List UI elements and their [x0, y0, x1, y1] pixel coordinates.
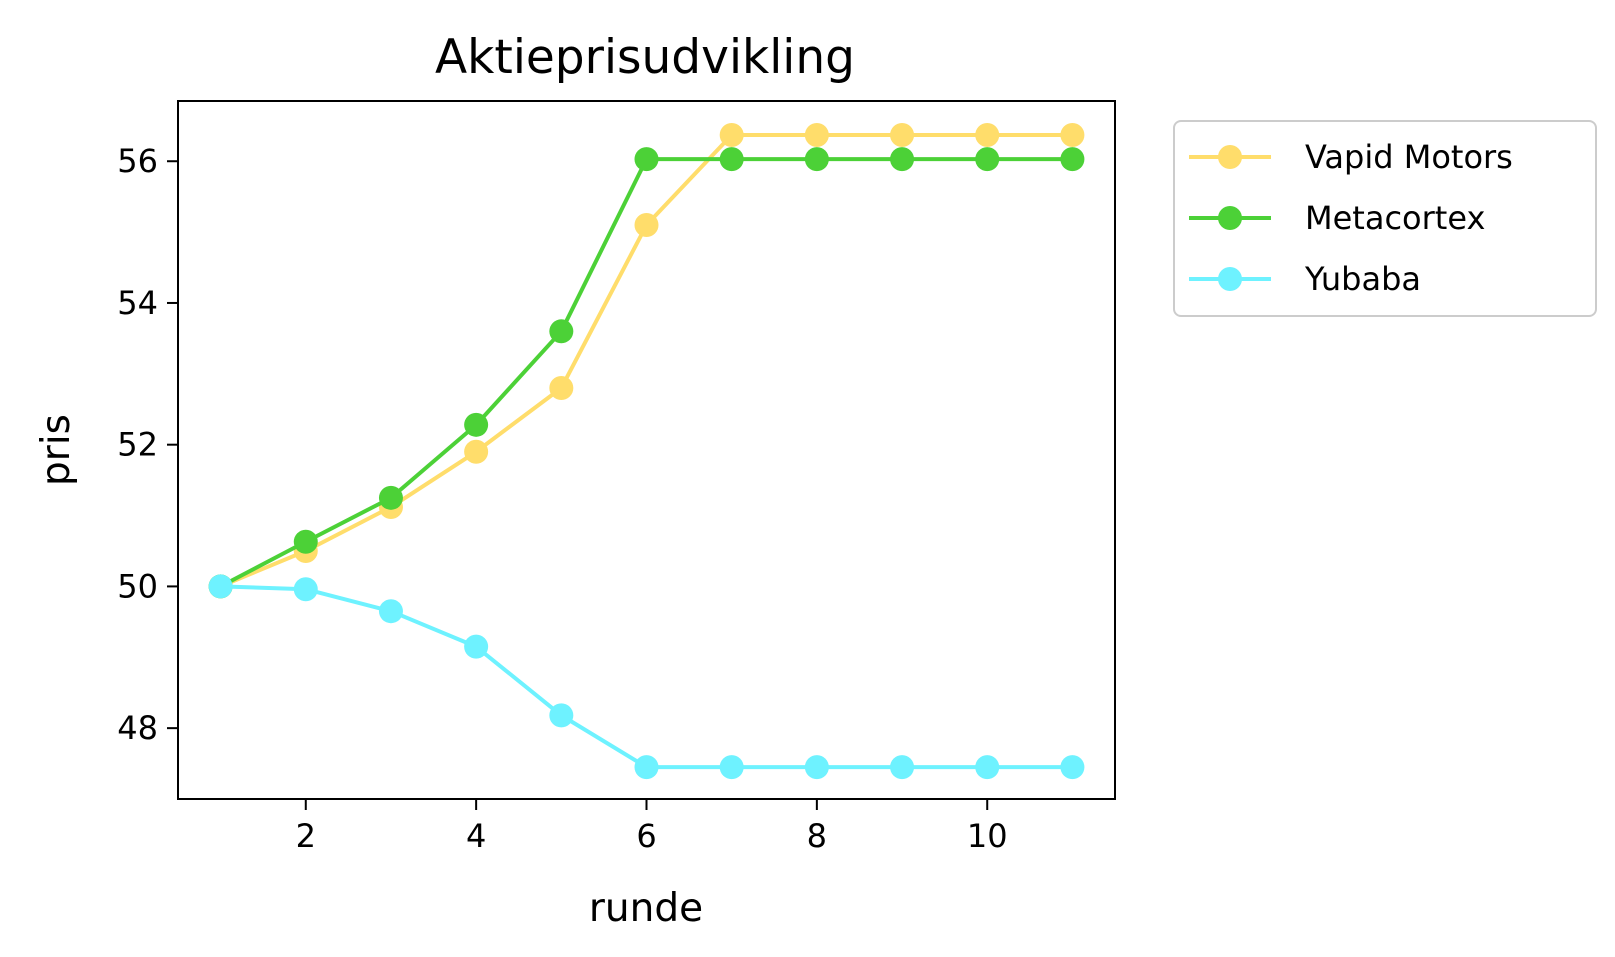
x-tick-label: 10 — [967, 817, 1008, 855]
legend-marker — [1218, 145, 1242, 169]
legend-label: Yubaba — [1304, 260, 1421, 298]
series-yubaba — [208, 574, 1085, 780]
data-point — [804, 147, 829, 172]
data-point — [975, 755, 1000, 780]
x-tick-label: 8 — [807, 817, 827, 855]
data-point — [890, 147, 915, 172]
series-layer — [208, 123, 1085, 780]
plot-area: 2 4 6 8 10 48 50 52 54 56 — [117, 100, 1116, 855]
legend-item: Metacortex — [1189, 199, 1485, 237]
data-point — [804, 123, 829, 148]
y-tick-label: 48 — [117, 709, 158, 747]
data-point — [634, 147, 659, 172]
data-point — [890, 755, 915, 780]
data-point — [1060, 147, 1085, 172]
y-axis-label: pris — [34, 414, 79, 486]
legend-label: Metacortex — [1305, 199, 1485, 237]
data-point — [464, 439, 489, 464]
data-point — [549, 319, 574, 344]
data-point — [975, 147, 1000, 172]
plot-frame — [177, 100, 1116, 800]
data-point — [378, 599, 403, 624]
data-point — [549, 703, 574, 728]
data-point — [293, 577, 318, 602]
y-tick-label: 52 — [117, 426, 158, 464]
data-point — [975, 123, 1000, 148]
data-point — [464, 634, 489, 659]
y-tick-label: 56 — [117, 142, 158, 180]
y-axis: 48 50 52 54 56 — [117, 142, 178, 747]
data-point — [634, 755, 659, 780]
legend-marker — [1218, 267, 1242, 291]
data-point — [1060, 123, 1085, 148]
x-tick-label: 2 — [296, 817, 316, 855]
data-point — [804, 755, 829, 780]
data-point — [464, 412, 489, 437]
legend-marker — [1218, 206, 1242, 230]
data-point — [208, 574, 233, 599]
y-tick-label: 54 — [117, 284, 158, 322]
legend-item: Vapid Motors — [1189, 138, 1513, 176]
legend: Vapid Motors Metacortex Yubaba — [1173, 120, 1597, 317]
data-point — [719, 123, 744, 148]
data-point — [719, 147, 744, 172]
data-point — [1060, 755, 1085, 780]
data-point — [549, 375, 574, 400]
data-point — [719, 755, 744, 780]
data-point — [634, 213, 659, 238]
x-axis-label: runde — [589, 886, 703, 931]
legend-frame — [1173, 120, 1597, 317]
data-point — [378, 485, 403, 510]
data-point — [293, 529, 318, 554]
legend-item: Yubaba — [1189, 260, 1421, 298]
y-tick-label: 50 — [117, 567, 158, 605]
x-axis: 2 4 6 8 10 — [296, 799, 1008, 855]
chart-title: Aktieprisudvikling — [435, 30, 855, 85]
legend-label: Vapid Motors — [1305, 138, 1513, 176]
x-tick-label: 4 — [466, 817, 486, 855]
data-point — [890, 123, 915, 148]
x-tick-label: 6 — [636, 817, 656, 855]
